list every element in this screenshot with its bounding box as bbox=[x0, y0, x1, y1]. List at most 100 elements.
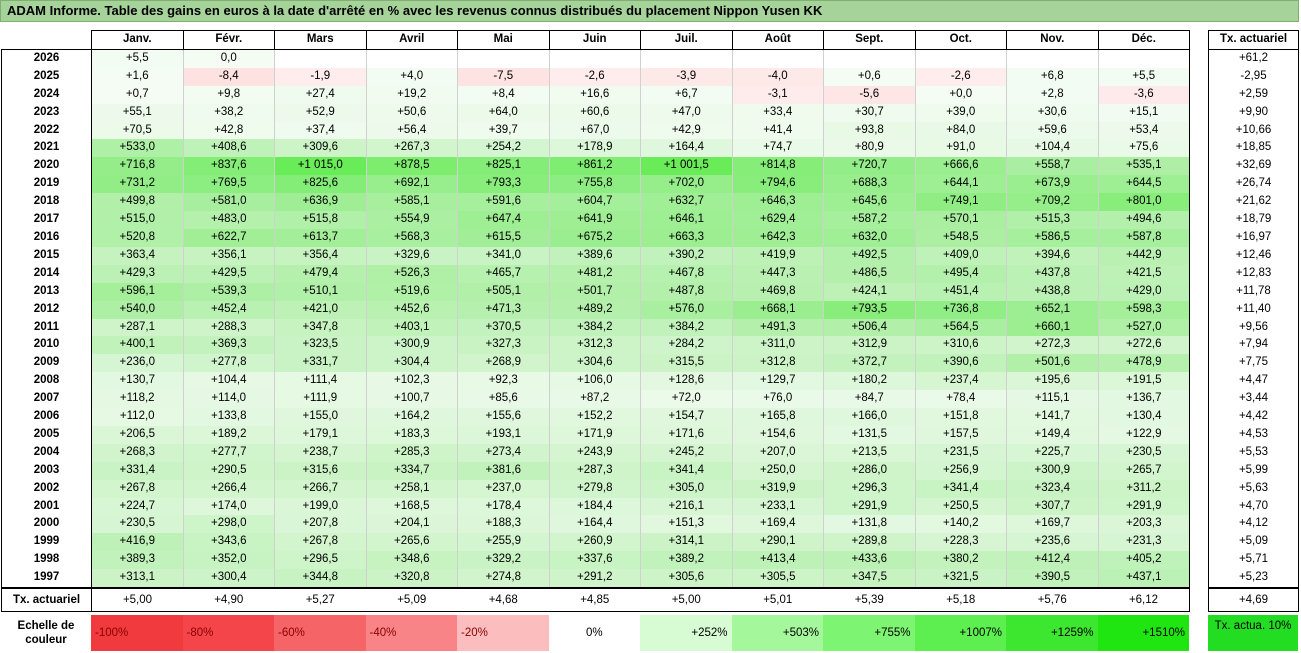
gain-cell: -1,9 bbox=[274, 67, 366, 86]
gain-cell: +311,0 bbox=[731, 336, 824, 355]
table-row: 2010 +400,1 +369,3 +323,5 +300,9 +327,3 +312,3… bbox=[1, 336, 1190, 355]
gain-cell: +769,5 bbox=[182, 175, 275, 194]
gain-cell: -3,9 bbox=[640, 67, 732, 86]
gain-cell: +429,3 bbox=[91, 264, 183, 283]
gain-cell: +203,3 bbox=[1097, 515, 1190, 534]
gain-cell: +467,8 bbox=[640, 264, 732, 283]
table-row: 2014 +429,3 +429,5 +479,4 +526,3 +465,7 +481,2… bbox=[1, 264, 1190, 283]
gain-cell: +486,5 bbox=[823, 264, 915, 283]
gain-cell: +155,0 bbox=[274, 408, 366, 426]
gain-cell: -3,1 bbox=[731, 85, 824, 104]
gain-cell: +305,6 bbox=[640, 569, 732, 589]
gain-cell: +178,4 bbox=[457, 497, 549, 516]
gain-cell: +452,4 bbox=[182, 300, 275, 319]
gain-cell: +755,8 bbox=[548, 175, 641, 194]
actuarial-rate-cell: +5,23 bbox=[1238, 571, 1269, 584]
gain-cell: +533,0 bbox=[91, 139, 183, 158]
gain-cell: +668,1 bbox=[731, 300, 824, 319]
gain-cell: +287,1 bbox=[91, 318, 183, 337]
gain-cell: -7,5 bbox=[457, 67, 549, 86]
year-label: 2013 bbox=[1, 282, 92, 301]
gain-cell: +570,1 bbox=[914, 211, 1007, 229]
gain-cell: +236,0 bbox=[91, 354, 183, 373]
legend-swatch: -100% bbox=[91, 615, 183, 651]
gain-cell: +151,3 bbox=[640, 515, 732, 534]
table-row: 2007 +118,2 +114,0 +111,9 +100,7 +85,6 +87,2 +7… bbox=[1, 390, 1190, 409]
legend-swatch: 0% bbox=[548, 615, 640, 651]
gain-cell: +296,3 bbox=[823, 479, 915, 498]
gain-cell: +510,1 bbox=[274, 282, 366, 301]
gain-cell: +327,3 bbox=[457, 336, 549, 355]
legend-swatch: +503% bbox=[731, 615, 823, 651]
gain-cell: +413,4 bbox=[731, 551, 824, 570]
gain-cell: +501,6 bbox=[1006, 354, 1098, 373]
year-label: 2004 bbox=[1, 443, 92, 462]
gain-cell: +291,9 bbox=[1097, 497, 1190, 516]
gain-cell: +188,3 bbox=[457, 515, 549, 534]
footer-rate-cell: +5,76 bbox=[1006, 587, 1098, 613]
gain-cell: +243,9 bbox=[548, 443, 641, 462]
gain-cell: +260,9 bbox=[548, 533, 641, 552]
gain-cell: +1 001,5 bbox=[640, 157, 732, 176]
gain-cell: +320,8 bbox=[365, 569, 458, 589]
gain-cell: +632,0 bbox=[823, 228, 915, 247]
gain-cell bbox=[1006, 49, 1098, 68]
gain-cell: +642,3 bbox=[731, 228, 824, 247]
gain-cell: +115,1 bbox=[1006, 390, 1098, 409]
gain-cell: +794,6 bbox=[731, 175, 824, 194]
gain-cell: +329,6 bbox=[365, 246, 458, 265]
actuarial-rate-cell: +5,53 bbox=[1238, 445, 1269, 458]
gain-cell: +250,0 bbox=[731, 461, 824, 480]
gain-cell: +266,4 bbox=[182, 479, 275, 498]
gain-cell: +39,0 bbox=[914, 103, 1007, 122]
year-label: 2023 bbox=[1, 103, 92, 122]
gain-cell: +394,6 bbox=[1006, 246, 1098, 265]
gain-cell: +587,8 bbox=[1097, 228, 1190, 247]
gain-cell: +716,8 bbox=[91, 157, 183, 176]
gain-cell: +6,7 bbox=[640, 85, 732, 104]
gain-cell: +412,4 bbox=[1006, 551, 1098, 570]
table-row: 2022 +70,5 +42,8 +37,4 +56,4 +39,7 +67,0 +42,9 +… bbox=[1, 121, 1190, 140]
gain-cell: +255,9 bbox=[457, 533, 549, 552]
gain-cell: +622,7 bbox=[182, 228, 275, 247]
gain-cell: +164,4 bbox=[640, 139, 732, 158]
actuarial-rate-cell: +4,47 bbox=[1238, 374, 1269, 387]
gain-cell: +106,0 bbox=[548, 372, 641, 391]
footer-rate-cell: +5,01 bbox=[732, 587, 824, 613]
color-scale-label: Echelle de couleur bbox=[17, 620, 75, 646]
gain-cell: +267,8 bbox=[274, 533, 366, 552]
gain-cell: +341,0 bbox=[457, 246, 549, 265]
footer-label: Tx. actuariel bbox=[1, 587, 92, 613]
gain-cell: +166,0 bbox=[823, 408, 915, 426]
gain-cell: +519,6 bbox=[365, 282, 458, 301]
gain-cell: +287,3 bbox=[548, 461, 641, 480]
gain-cell: +629,4 bbox=[731, 211, 824, 229]
table-row: 2018 +499,8 +581,0 +636,9 +585,1 +591,6 +604,7… bbox=[1, 193, 1190, 212]
gain-cell: +548,5 bbox=[914, 228, 1007, 247]
gain-cell: +0,7 bbox=[91, 85, 183, 104]
year-label: 1999 bbox=[1, 533, 92, 552]
gain-cell: +41,4 bbox=[731, 121, 824, 140]
gain-cell: +102,3 bbox=[365, 372, 458, 391]
gain-cell: +400,1 bbox=[91, 336, 183, 355]
gain-cell: +749,1 bbox=[914, 193, 1007, 212]
gain-cell: +213,5 bbox=[823, 443, 915, 462]
gain-cell: +33,4 bbox=[731, 103, 824, 122]
gain-cell: +825,6 bbox=[274, 175, 366, 194]
actuarial-rate-cell: +7,75 bbox=[1238, 356, 1269, 369]
gain-cell: +520,8 bbox=[91, 228, 183, 247]
gain-cell: +100,7 bbox=[365, 390, 458, 409]
month-header-11: Nov. bbox=[1006, 30, 1098, 50]
gain-cell: +296,5 bbox=[274, 551, 366, 570]
gain-cell: +224,7 bbox=[91, 497, 183, 516]
gain-cell: +312,3 bbox=[548, 336, 641, 355]
actuarial-rate-cell: +12,46 bbox=[1235, 248, 1272, 261]
gain-cell: +390,6 bbox=[914, 354, 1007, 373]
gain-cell: +164,2 bbox=[365, 408, 458, 426]
legend-swatch: +755% bbox=[823, 615, 915, 651]
year-label: 2003 bbox=[1, 461, 92, 480]
gain-cell: +304,6 bbox=[548, 354, 641, 373]
gain-cell: +369,3 bbox=[182, 336, 275, 355]
gain-cell: +389,2 bbox=[640, 551, 732, 570]
gain-cell: +688,3 bbox=[823, 175, 915, 194]
